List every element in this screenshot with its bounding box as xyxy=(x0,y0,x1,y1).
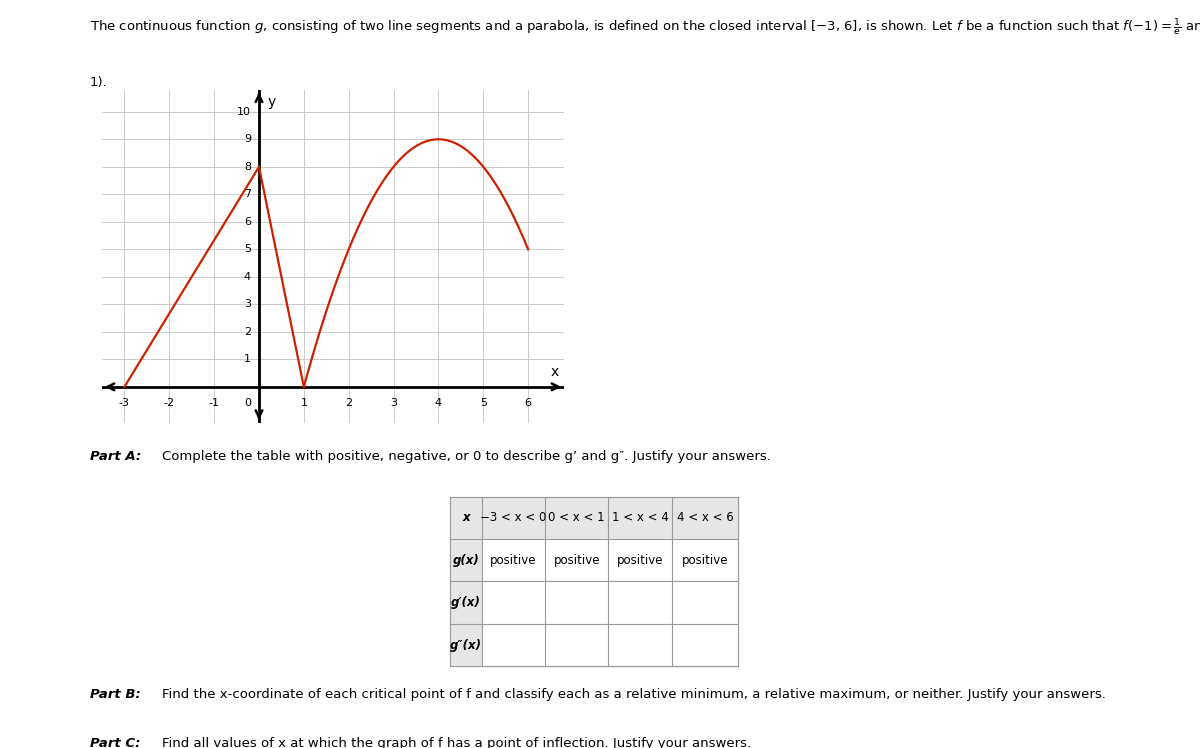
Text: 4: 4 xyxy=(434,398,442,408)
Text: 1 < x < 4: 1 < x < 4 xyxy=(612,512,668,524)
Text: x: x xyxy=(462,512,469,524)
Text: -2: -2 xyxy=(163,398,175,408)
Text: positive: positive xyxy=(490,554,536,567)
Text: 0 < x < 1: 0 < x < 1 xyxy=(548,512,605,524)
Text: 1).: 1). xyxy=(90,76,108,89)
Text: 2: 2 xyxy=(346,398,353,408)
Text: Find the x-coordinate of each critical point of f and classify each as a relativ: Find the x-coordinate of each critical p… xyxy=(162,688,1106,702)
Text: g(x): g(x) xyxy=(452,554,479,567)
Text: -3: -3 xyxy=(119,398,130,408)
Text: 1: 1 xyxy=(244,355,251,364)
Text: 5: 5 xyxy=(480,398,487,408)
Text: 10: 10 xyxy=(236,107,251,117)
Text: 0: 0 xyxy=(244,398,251,408)
Text: 9: 9 xyxy=(244,135,251,144)
Text: 6: 6 xyxy=(524,398,532,408)
Text: -1: -1 xyxy=(209,398,220,408)
Text: positive: positive xyxy=(553,554,600,567)
Text: Complete the table with positive, negative, or 0 to describe g’ and g″. Justify : Complete the table with positive, negati… xyxy=(162,450,770,462)
Text: The continuous function $g$, consisting of two line segments and a parabola, is : The continuous function $g$, consisting … xyxy=(90,16,1200,37)
Text: y: y xyxy=(268,95,275,109)
Text: 8: 8 xyxy=(244,162,251,172)
Text: 4 < x < 6: 4 < x < 6 xyxy=(677,512,733,524)
Text: Part C:: Part C: xyxy=(90,737,145,748)
Text: 3: 3 xyxy=(244,299,251,310)
Text: Part B:: Part B: xyxy=(90,688,145,702)
Text: Part A:: Part A: xyxy=(90,450,145,462)
Text: 1: 1 xyxy=(300,398,307,408)
Text: 7: 7 xyxy=(244,189,251,199)
Text: positive: positive xyxy=(617,554,664,567)
Bar xyxy=(450,497,481,666)
Text: 5: 5 xyxy=(244,245,251,254)
Text: g″(x): g″(x) xyxy=(450,639,482,652)
Text: g′(x): g′(x) xyxy=(451,596,481,609)
Text: −3 < x < 0: −3 < x < 0 xyxy=(480,512,546,524)
Text: 2: 2 xyxy=(244,327,251,337)
Text: x: x xyxy=(551,365,559,379)
Text: positive: positive xyxy=(682,554,728,567)
Text: 6: 6 xyxy=(244,217,251,227)
Text: 3: 3 xyxy=(390,398,397,408)
Text: 4: 4 xyxy=(244,272,251,282)
Text: Find all values of x at which the graph of f has a point of inflection. Justify : Find all values of x at which the graph … xyxy=(162,737,751,748)
